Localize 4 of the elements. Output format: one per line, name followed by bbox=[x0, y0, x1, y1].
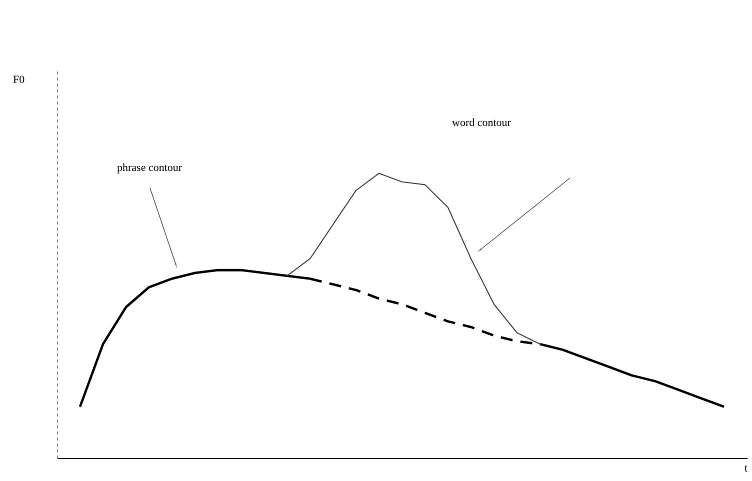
x-axis-title: t bbox=[744, 462, 748, 474]
text: F0 bbox=[13, 74, 26, 86]
annotation: phrase contour bbox=[117, 162, 182, 174]
text: word contour bbox=[452, 117, 512, 129]
